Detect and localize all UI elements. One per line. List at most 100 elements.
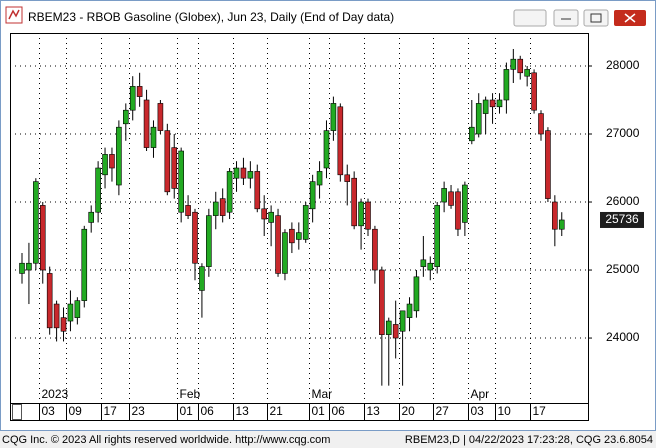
x-tick-label: 13 xyxy=(236,404,250,418)
close-glyph xyxy=(624,13,636,23)
candle-body xyxy=(157,103,164,131)
candle-body xyxy=(26,262,32,271)
candle-body xyxy=(503,69,510,101)
candle-body xyxy=(88,211,94,223)
candle-body xyxy=(282,232,288,274)
candle-body xyxy=(392,324,399,339)
app-icon-glyph xyxy=(8,9,20,20)
candle-body xyxy=(475,103,482,135)
candle-body xyxy=(385,320,392,335)
x-tick-label: 17 xyxy=(104,404,118,418)
candle-body xyxy=(302,205,309,240)
x-tick-label: 23 xyxy=(132,404,146,418)
candle-body xyxy=(240,167,247,179)
month-label: 2023 xyxy=(42,387,69,401)
candle-body xyxy=(489,99,496,108)
candle-body xyxy=(552,201,558,230)
candle-body xyxy=(67,303,74,322)
candle-body xyxy=(337,106,344,176)
candle-body xyxy=(441,188,447,203)
candle-body xyxy=(455,191,461,230)
x-tick-label: 20 xyxy=(402,404,416,418)
x-tick-label: 01 xyxy=(312,404,326,418)
candle-body xyxy=(545,130,551,199)
x-tick-label: 21 xyxy=(270,404,284,418)
footer-right: RBEM23,D | 04/22/2023 17:23:28, CQG 23.6… xyxy=(405,434,653,446)
candle-body xyxy=(413,276,420,312)
candle-body xyxy=(95,167,101,213)
candle-body xyxy=(309,181,316,210)
candle-body xyxy=(427,262,434,271)
candle-body xyxy=(372,228,378,271)
last-price-label: 25736 xyxy=(605,212,639,226)
y-tick-label: 27000 xyxy=(606,126,640,140)
candle-body xyxy=(399,310,406,332)
candle-body xyxy=(116,126,122,186)
candle-body xyxy=(199,266,205,291)
x-tick-label: 09 xyxy=(69,404,83,418)
month-label: Apr xyxy=(471,387,490,401)
candle-body xyxy=(81,228,88,301)
candle-body xyxy=(344,174,351,182)
candle-body xyxy=(247,171,254,179)
candle-body xyxy=(206,215,212,267)
candle-body xyxy=(39,205,46,271)
candle-body xyxy=(510,58,517,70)
window-title: RBEM23 - RBOB Gasoline (Globex), Jun 23,… xyxy=(28,10,394,24)
x-tick-label: 03 xyxy=(471,404,485,418)
link-button[interactable] xyxy=(513,9,547,27)
candle-body xyxy=(74,300,81,318)
candle-body xyxy=(164,130,171,193)
x-tick-label: 27 xyxy=(436,404,450,418)
minimize-button[interactable] xyxy=(553,9,579,27)
candle-body xyxy=(33,181,39,264)
candle-body xyxy=(123,109,129,125)
candle-body xyxy=(261,208,268,220)
y-tick-label: 25000 xyxy=(606,262,640,276)
candle-body xyxy=(316,171,323,186)
candle-body xyxy=(143,99,150,148)
candle-body xyxy=(212,201,219,216)
candle-body xyxy=(531,72,537,111)
candle-body xyxy=(219,198,226,216)
y-tick-label: 28000 xyxy=(606,58,640,72)
candle-body xyxy=(171,147,178,189)
candle-body xyxy=(150,126,157,148)
candle-body xyxy=(295,232,302,240)
candle-body xyxy=(254,171,261,210)
candle-body xyxy=(226,171,233,213)
candle-body xyxy=(185,205,191,216)
candle-body xyxy=(192,211,198,264)
candle-body xyxy=(482,99,489,114)
candle-body xyxy=(365,201,371,230)
candle-body xyxy=(53,303,60,329)
maximize-glyph xyxy=(590,13,602,23)
y-tick-label: 26000 xyxy=(606,194,640,208)
x-tick-label: 13 xyxy=(367,404,381,418)
candle-body xyxy=(178,150,184,213)
candle-body xyxy=(406,303,413,318)
x-tick-label: 06 xyxy=(332,404,346,418)
candle-body xyxy=(233,167,240,179)
x-tick-label: 10 xyxy=(498,404,512,418)
candle-body xyxy=(109,154,115,169)
candle-body xyxy=(289,228,295,244)
candle-body xyxy=(323,130,330,169)
candle-body xyxy=(496,99,503,108)
candle-body xyxy=(420,259,427,267)
maximize-button[interactable] xyxy=(583,9,609,27)
plot-area xyxy=(10,33,589,404)
candle-body xyxy=(538,113,544,135)
candle-body xyxy=(136,86,143,97)
candle-body xyxy=(275,215,281,274)
candle-body xyxy=(19,262,25,274)
scroll-handle[interactable] xyxy=(12,404,22,420)
date-strip xyxy=(10,403,589,421)
candle-body xyxy=(358,201,364,227)
candle-body xyxy=(268,211,274,223)
last-price-tag xyxy=(600,211,644,228)
y-tick-label: 24000 xyxy=(606,330,640,344)
candle-body xyxy=(524,69,530,77)
month-label: Feb xyxy=(180,387,201,401)
